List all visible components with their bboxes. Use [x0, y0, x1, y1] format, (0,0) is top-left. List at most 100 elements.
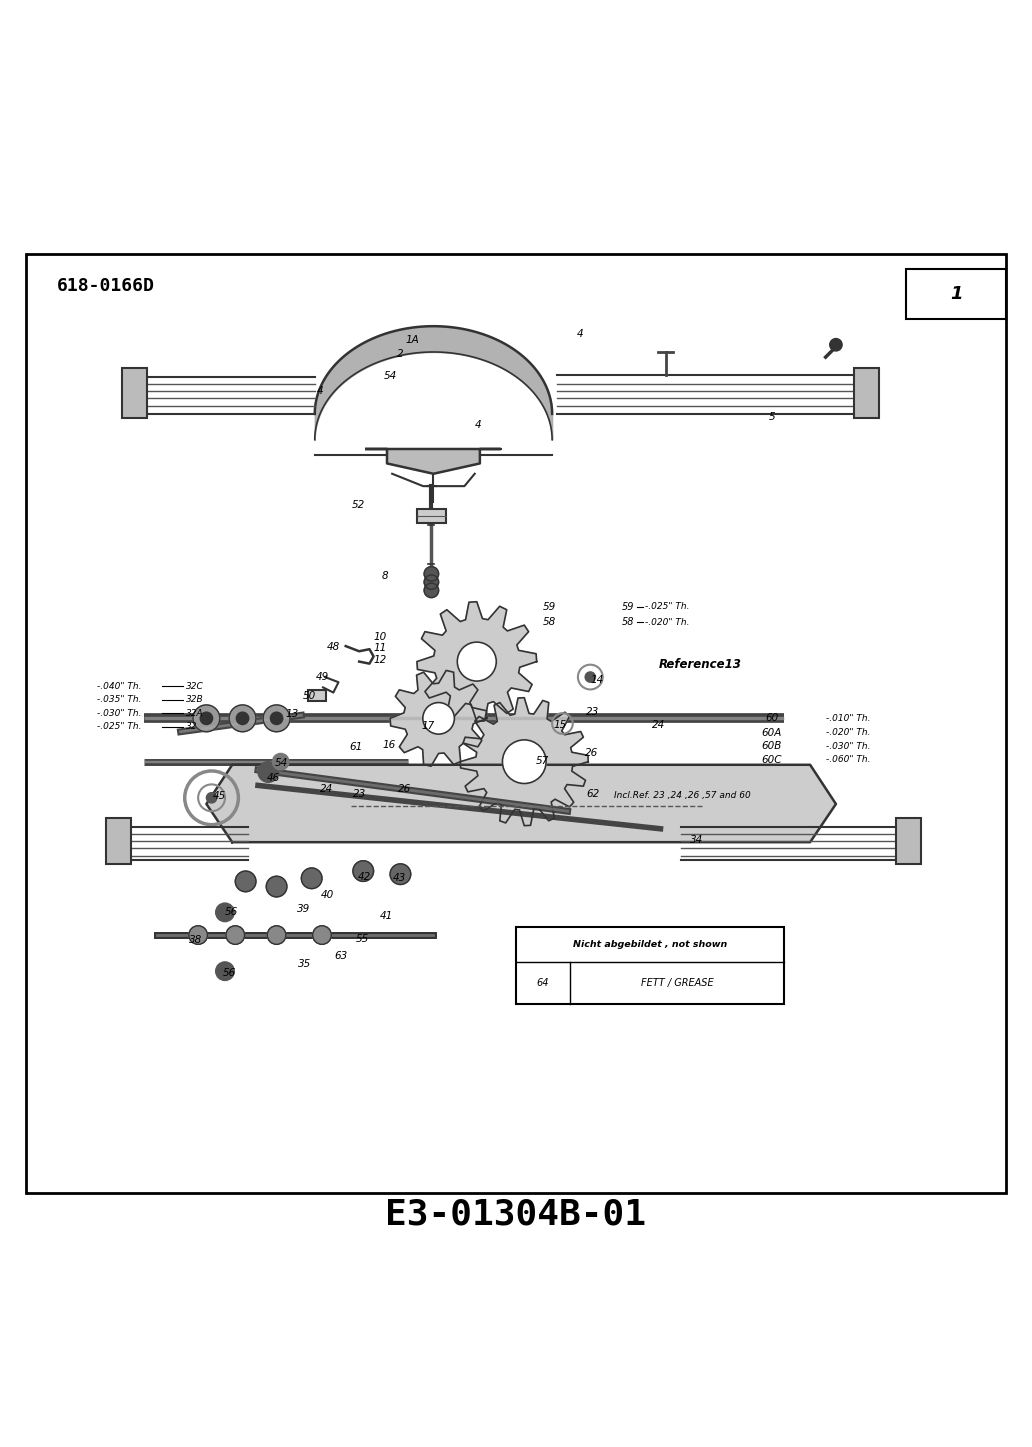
Circle shape	[270, 712, 283, 725]
Text: 48: 48	[327, 642, 340, 653]
Text: 26: 26	[398, 783, 411, 793]
Circle shape	[457, 642, 496, 682]
Bar	[854, 369, 879, 418]
Text: 46: 46	[267, 773, 280, 783]
Polygon shape	[206, 765, 836, 842]
Text: 56: 56	[223, 968, 235, 978]
Text: 618-0166D: 618-0166D	[57, 276, 155, 295]
Text: 60C: 60C	[762, 755, 782, 764]
Text: 64: 64	[537, 978, 549, 987]
Text: -.030" Th.: -.030" Th.	[97, 709, 141, 718]
Text: 32: 32	[186, 722, 197, 731]
Text: 60: 60	[766, 713, 778, 724]
Circle shape	[263, 705, 290, 732]
Circle shape	[424, 583, 439, 598]
Text: -.025" Th.: -.025" Th.	[645, 602, 689, 612]
Circle shape	[206, 793, 217, 803]
Text: 35: 35	[298, 959, 311, 969]
Polygon shape	[460, 697, 588, 826]
Circle shape	[313, 926, 331, 945]
Text: 62: 62	[587, 789, 600, 799]
Text: 24: 24	[320, 783, 332, 793]
Polygon shape	[417, 602, 537, 722]
Text: -.030" Th.: -.030" Th.	[826, 742, 870, 751]
Text: Incl.Ref. 23 ,24 ,26 ,57 and 60: Incl.Ref. 23 ,24 ,26 ,57 and 60	[614, 792, 751, 800]
Text: 4: 4	[475, 420, 481, 430]
Text: 32C: 32C	[186, 682, 203, 690]
Bar	[106, 819, 131, 864]
Text: Reference13: Reference13	[658, 658, 741, 671]
Circle shape	[258, 761, 279, 783]
Text: 58: 58	[622, 618, 635, 628]
Circle shape	[585, 671, 595, 682]
Text: 63: 63	[334, 951, 347, 961]
Text: 49: 49	[316, 671, 328, 682]
Text: 41: 41	[380, 912, 392, 922]
Circle shape	[353, 861, 374, 881]
Text: E3-01304B-01: E3-01304B-01	[386, 1198, 646, 1231]
Text: 60B: 60B	[762, 741, 782, 751]
Text: -.010" Th.: -.010" Th.	[826, 713, 870, 724]
Circle shape	[830, 339, 842, 352]
Text: 16: 16	[383, 741, 395, 750]
Text: 17: 17	[422, 721, 434, 731]
Text: -.025" Th.: -.025" Th.	[97, 722, 141, 731]
Text: 11: 11	[374, 642, 386, 653]
Circle shape	[423, 703, 454, 734]
Text: 4: 4	[317, 386, 323, 396]
Text: 43: 43	[393, 874, 406, 883]
Text: 32B: 32B	[186, 695, 203, 705]
Circle shape	[301, 868, 322, 888]
Text: 2: 2	[397, 349, 404, 359]
Circle shape	[390, 864, 411, 884]
Text: 38: 38	[190, 935, 202, 945]
Text: 1: 1	[950, 285, 963, 304]
Text: -.040" Th.: -.040" Th.	[97, 682, 141, 690]
Text: 13: 13	[286, 709, 298, 719]
Circle shape	[267, 926, 286, 945]
Circle shape	[229, 705, 256, 732]
Text: 1A: 1A	[406, 334, 420, 344]
Circle shape	[236, 712, 249, 725]
Text: 54: 54	[384, 370, 396, 381]
Text: 4: 4	[577, 330, 583, 340]
Text: -.035" Th.: -.035" Th.	[97, 695, 141, 705]
Text: 34: 34	[690, 835, 703, 845]
Text: 10: 10	[374, 632, 386, 642]
Polygon shape	[390, 670, 487, 767]
Circle shape	[189, 926, 207, 945]
Text: 5: 5	[769, 412, 775, 423]
Text: 26: 26	[585, 748, 598, 758]
Bar	[122, 369, 147, 418]
Text: 24: 24	[652, 719, 665, 729]
Text: -.060" Th.: -.060" Th.	[826, 755, 870, 764]
Text: 39: 39	[297, 904, 310, 915]
Text: -.020" Th.: -.020" Th.	[826, 728, 870, 738]
Text: 15: 15	[554, 719, 567, 729]
Bar	[906, 269, 1006, 318]
Text: 8: 8	[382, 572, 388, 580]
Text: 14: 14	[591, 676, 604, 686]
Circle shape	[272, 754, 289, 770]
Circle shape	[193, 705, 220, 732]
Circle shape	[226, 926, 245, 945]
Text: 42: 42	[358, 873, 370, 883]
Circle shape	[503, 739, 546, 783]
Bar	[417, 509, 446, 524]
Polygon shape	[366, 449, 501, 473]
Circle shape	[424, 574, 439, 589]
Text: 50: 50	[303, 690, 316, 700]
Text: 12: 12	[374, 654, 386, 664]
Text: 61: 61	[350, 742, 362, 752]
Text: 40: 40	[321, 890, 333, 900]
Text: 58: 58	[543, 618, 555, 628]
Circle shape	[266, 877, 287, 897]
Text: 59: 59	[543, 602, 555, 612]
Circle shape	[200, 712, 213, 725]
Circle shape	[216, 903, 234, 922]
Bar	[516, 928, 784, 1004]
Text: 52: 52	[352, 499, 364, 509]
Text: 60A: 60A	[762, 728, 782, 738]
Text: 32A: 32A	[186, 709, 203, 718]
Circle shape	[216, 962, 234, 981]
